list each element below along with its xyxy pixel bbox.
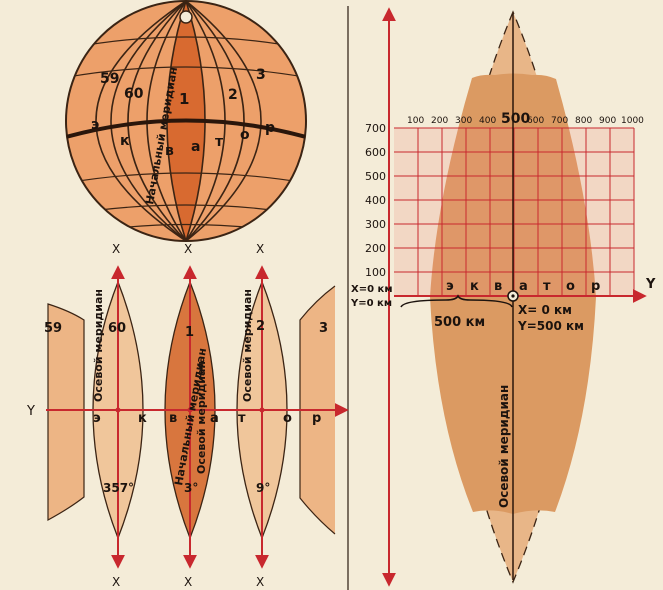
zone-detail-labels: 100 200 300 400 500 600 700 800 900 1000… xyxy=(350,111,656,508)
y-tick-200: 200 xyxy=(365,242,386,255)
detail-equator-letter: в xyxy=(494,279,502,294)
north-pole xyxy=(179,10,193,24)
x-label-bottom-zone-2: X xyxy=(256,575,264,589)
strip-y-label: Y xyxy=(26,404,35,419)
strip-equator-letter: т xyxy=(238,411,246,426)
detail-equator-letter: о xyxy=(566,279,575,294)
globe-equator-letter: р xyxy=(265,120,275,136)
x-tick-1000: 1000 xyxy=(621,116,644,126)
strip-zone-3: 3 xyxy=(319,321,328,336)
globe-equator-letter: э xyxy=(91,117,99,133)
x-tick-200: 200 xyxy=(431,116,448,126)
globe-equator-letter: а xyxy=(191,139,200,155)
y-tick-100: 100 xyxy=(365,266,386,279)
y-tick-600: 600 xyxy=(365,146,386,159)
center-x-label: X= 0 км xyxy=(518,303,572,317)
x-tick-400: 400 xyxy=(479,116,496,126)
zone-60-axial-label: Осевой меридиан xyxy=(92,289,105,402)
x-label-zone-60: X xyxy=(112,242,120,256)
x-tick-100: 100 xyxy=(407,116,424,126)
detail-axial-meridian-label: Осевой меридиан xyxy=(497,385,511,508)
offset-500km-label: 500 км xyxy=(434,315,485,330)
zone-59-shape xyxy=(47,303,85,522)
y-tick-700: 700 xyxy=(365,122,386,135)
km-grid xyxy=(394,127,635,296)
zones-strip xyxy=(46,265,349,569)
zone-centers xyxy=(115,407,265,413)
globe-zone-59: 59 xyxy=(100,71,119,87)
globe-zone-3: 3 xyxy=(256,67,266,83)
y-tick-500: 500 xyxy=(365,170,386,183)
origin-x-label: X=0 км xyxy=(351,284,393,295)
offset-brace xyxy=(400,294,513,308)
detail-equator-letter: т xyxy=(543,279,551,294)
x-tick-700: 700 xyxy=(551,116,568,126)
longitude-9: 9° xyxy=(256,481,270,495)
longitude-3: 3° xyxy=(184,481,198,495)
strip-equator-letter: к xyxy=(138,411,147,426)
strip-zone-60: 60 xyxy=(108,321,126,336)
globe-zone-60: 60 xyxy=(124,86,144,102)
x-tick-900: 900 xyxy=(599,116,616,126)
globe-equator-letter: в xyxy=(165,143,174,159)
globe-equator-letter: к xyxy=(120,133,130,149)
x-tick-600: 600 xyxy=(527,116,544,126)
strip-equator-letter: р xyxy=(312,411,321,426)
zone-1-axial-label: Осевой меридиан xyxy=(195,361,208,474)
globe-equator-letter: т xyxy=(215,134,224,150)
origin-y-label: Y=0 км xyxy=(350,298,392,309)
x-tick-500: 500 xyxy=(501,111,530,127)
globe-zone-2: 2 xyxy=(228,87,238,103)
x-label-bottom-zone-1: X xyxy=(184,575,192,589)
x-tick-800: 800 xyxy=(575,116,592,126)
strip-equator-letter: о xyxy=(283,411,292,426)
detail-equator-letter: р xyxy=(591,279,600,294)
detail-equator-letter: к xyxy=(470,279,479,294)
x-tick-300: 300 xyxy=(455,116,472,126)
globe-meridians xyxy=(95,1,262,241)
longitude-357: 357° xyxy=(103,481,134,495)
x-label-zone-1: X xyxy=(184,242,192,256)
strip-zone-2: 2 xyxy=(256,319,265,334)
strip-zone-59: 59 xyxy=(44,321,62,336)
globe-equator xyxy=(66,118,306,139)
globe-equator-letter: о xyxy=(240,127,250,143)
zone-2-axial-label: Осевой меридиан xyxy=(241,289,254,402)
strip-equator-letter: а xyxy=(210,411,219,426)
x-label-bottom-zone-60: X xyxy=(112,575,120,589)
center-y-label: Y=500 км xyxy=(517,319,584,333)
detail-equator-letter: э xyxy=(446,279,454,294)
y-tick-300: 300 xyxy=(365,218,386,231)
strip-equator-letter: в xyxy=(169,411,177,426)
detail-y-label: Y xyxy=(645,277,656,292)
detail-equator-letter: а xyxy=(519,279,528,294)
zone-detail xyxy=(382,7,647,587)
zone-axes xyxy=(46,265,349,569)
y-tick-400: 400 xyxy=(365,194,386,207)
globe-zone-1: 1 xyxy=(179,90,189,108)
globe xyxy=(65,0,307,242)
strip-equator-letter: э xyxy=(93,411,101,426)
x-label-zone-2: X xyxy=(256,242,264,256)
strip-zone-1: 1 xyxy=(185,325,194,340)
